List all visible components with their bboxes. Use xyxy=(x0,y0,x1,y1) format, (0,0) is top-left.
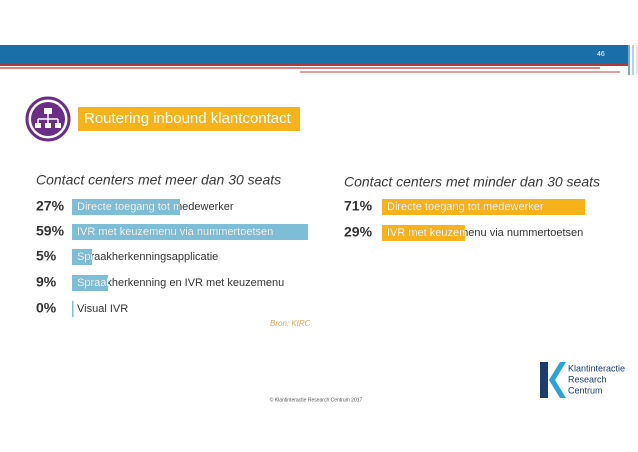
value-label: 59% xyxy=(36,223,65,239)
category-label: Spraakherkenning en IVR met keuzemenu xyxy=(77,277,284,289)
bar xyxy=(382,225,465,241)
logo-text: Centrum xyxy=(568,385,603,395)
header-band xyxy=(0,45,628,63)
page-number: 46 xyxy=(597,51,605,58)
bar xyxy=(72,224,308,240)
logo-text: Research xyxy=(568,374,607,384)
bar xyxy=(72,249,92,265)
header-line xyxy=(300,71,620,73)
category-label: IVR met keuzemenu via nummertoetsen xyxy=(77,226,273,238)
value-label: 0% xyxy=(36,300,57,316)
footer: © Klantinteractie Research Centrum 2017 xyxy=(270,396,363,403)
logo-text: Klantinteractie xyxy=(568,363,625,373)
chart-subtitle: Contact centers met meer dan 30 seats xyxy=(36,172,281,188)
heading: Routering inbound klantcontact xyxy=(84,110,292,127)
category-label: Directe toegang tot medewerker xyxy=(77,201,234,213)
value-label: 9% xyxy=(36,274,57,290)
edge-stripes xyxy=(628,45,638,75)
category-label: Spraakherkenning en IVR met keuzemenu xyxy=(77,277,284,289)
heading-icon xyxy=(25,96,71,142)
header-line xyxy=(0,67,600,69)
category-label: IVR met keuzemenu via nummertoetsen xyxy=(387,227,583,239)
header-line xyxy=(0,63,628,66)
value-label: 29% xyxy=(344,224,373,240)
category-label: Visual IVR xyxy=(77,303,128,315)
heading-band xyxy=(78,107,300,131)
source: Bron: KIRC xyxy=(270,319,311,328)
category-label: Directe toegang tot medewerker xyxy=(387,201,544,213)
category-label: Directe toegang tot medewerker xyxy=(77,201,234,213)
bar xyxy=(72,199,180,215)
bar xyxy=(382,199,586,215)
value-label: 71% xyxy=(344,198,373,214)
value-label: 5% xyxy=(36,248,57,264)
bar xyxy=(72,301,74,317)
category-label: IVR met keuzemenu via nummertoetsen xyxy=(387,227,583,239)
category-label: IVR met keuzemenu via nummertoetsen xyxy=(77,226,273,238)
category-label: Spraakherkenningsapplicatie xyxy=(77,251,218,263)
bar xyxy=(72,275,108,291)
chart-subtitle: Contact centers met minder dan 30 seats xyxy=(344,174,600,190)
category-label: Directe toegang tot medewerker xyxy=(387,201,544,213)
logo xyxy=(540,362,566,398)
value-label: 27% xyxy=(36,198,65,214)
category-label: Spraakherkenningsapplicatie xyxy=(77,251,218,263)
